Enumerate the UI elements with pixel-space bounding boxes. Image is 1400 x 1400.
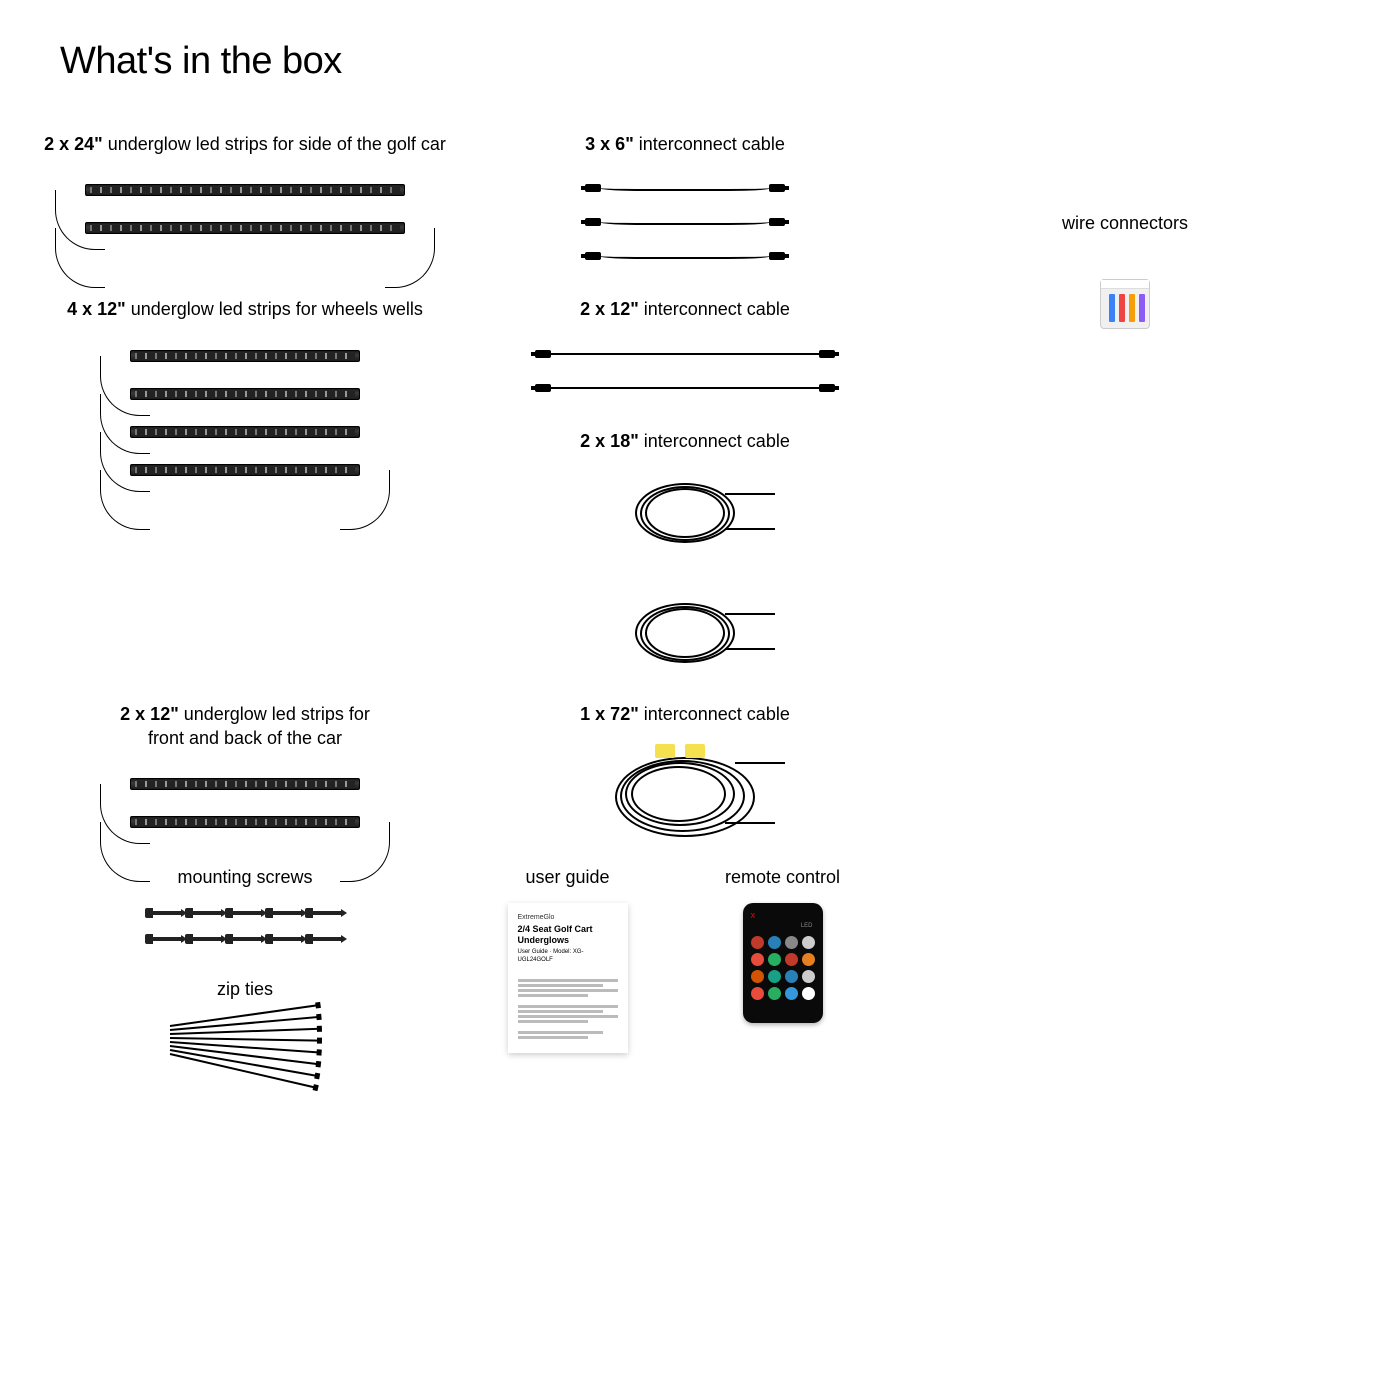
item-title: 2 x 18" interconnect cable	[580, 430, 790, 453]
item-screws-zips: mounting screws zip ties	[30, 867, 460, 1065]
page-title: What's in the box	[60, 40, 1380, 83]
cable-72-image	[600, 747, 770, 847]
item-title: 1 x 72" interconnect cable	[580, 703, 790, 726]
zipties-image	[170, 1015, 320, 1065]
item-strips-12-fb: 2 x 12" underglow led strips for front a…	[30, 703, 460, 846]
bottom-row: mounting screws zip ties user guide Extr…	[20, 867, 1380, 1065]
connectors-bag-image	[1100, 279, 1150, 329]
remote-button	[785, 970, 798, 983]
item-title: 2 x 12" underglow led strips for front a…	[105, 703, 385, 750]
item-title: 2 x 12" interconnect cable	[580, 298, 790, 321]
remote-button	[751, 970, 764, 983]
item-title: user guide	[525, 867, 609, 888]
remote-image: X LED	[743, 903, 823, 1023]
remote-button	[785, 936, 798, 949]
remote-button	[768, 987, 781, 1000]
remote-button	[802, 987, 815, 1000]
item-remote: remote control X LED	[675, 867, 890, 1065]
spacer	[910, 430, 1340, 673]
cable-12-image	[535, 342, 835, 400]
item-cable-12: 2 x 12" interconnect cable	[470, 298, 900, 399]
screws-image	[148, 903, 342, 949]
item-title: 2 x 24" underglow led strips for side of…	[44, 133, 446, 156]
led-strips-12w-image	[130, 342, 360, 484]
item-title: mounting screws	[177, 867, 312, 888]
item-wire-connectors: wire connectors	[910, 213, 1340, 400]
item-cable-18: 2 x 18" interconnect cable	[470, 430, 900, 673]
item-title: zip ties	[217, 979, 273, 1000]
cable-6-image	[585, 176, 785, 268]
remote-button	[802, 953, 815, 966]
led-strips-24-image	[85, 176, 405, 242]
item-title: wire connectors	[1062, 213, 1188, 234]
spacer	[910, 703, 1340, 846]
remote-button	[751, 936, 764, 949]
item-cable-72: 1 x 72" interconnect cable	[470, 703, 900, 846]
remote-button	[802, 936, 815, 949]
item-cable-6: 3 x 6" interconnect cable	[470, 133, 900, 268]
remote-button	[768, 936, 781, 949]
remote-button	[768, 953, 781, 966]
led-strips-12fb-image	[130, 770, 360, 836]
remote-button	[768, 970, 781, 983]
user-guide-image: ExtremeGlo 2/4 Seat Golf Cart Underglows…	[508, 903, 628, 1053]
item-strips-12-wheels: 4 x 12" underglow led strips for wheels …	[30, 298, 460, 673]
remote-button	[802, 970, 815, 983]
remote-led-label: LED	[801, 923, 813, 929]
item-user-guide: user guide ExtremeGlo 2/4 Seat Golf Cart…	[460, 867, 675, 1065]
remote-button	[785, 953, 798, 966]
remote-button	[751, 987, 764, 1000]
cable-18-image	[620, 473, 750, 673]
remote-buttons	[751, 936, 815, 1000]
remote-button	[751, 953, 764, 966]
remote-logo: X	[751, 913, 815, 920]
content-grid: 2 x 24" underglow led strips for side of…	[20, 133, 1380, 847]
item-strips-24: 2 x 24" underglow led strips for side of…	[30, 133, 460, 268]
item-title: 3 x 6" interconnect cable	[585, 133, 785, 156]
remote-button	[785, 987, 798, 1000]
item-title: 4 x 12" underglow led strips for wheels …	[67, 298, 423, 321]
item-title: remote control	[725, 867, 840, 888]
